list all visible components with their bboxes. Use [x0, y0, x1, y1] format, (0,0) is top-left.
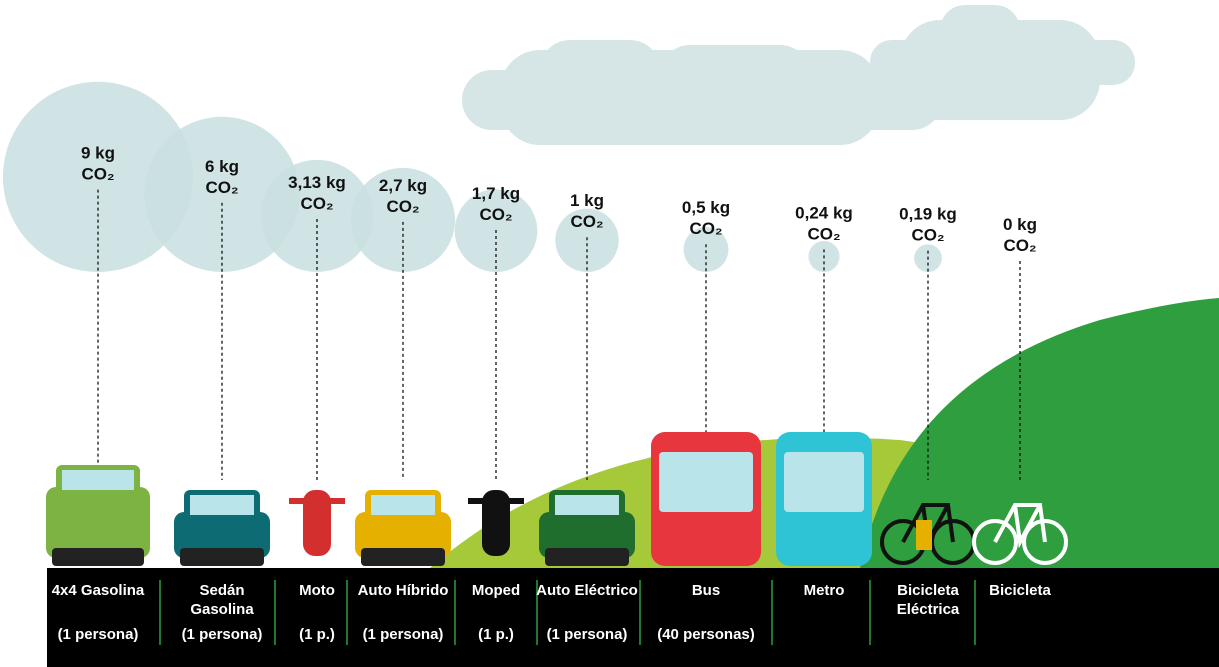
- clouds: [462, 5, 1135, 145]
- occupancy-label: (1 persona): [529, 625, 645, 644]
- wheels: [361, 548, 445, 566]
- window: [371, 495, 435, 515]
- window: [659, 452, 753, 512]
- unit-label: CO₂: [689, 219, 722, 238]
- unit-label: CO₂: [911, 226, 944, 245]
- window: [190, 495, 254, 515]
- vehicle-icon: [174, 490, 270, 566]
- wheels: [545, 548, 629, 566]
- window: [784, 452, 864, 512]
- vehicle-icon: [289, 490, 345, 556]
- category-name: Bicicleta: [968, 581, 1072, 600]
- value-label: 9 kg: [81, 144, 115, 163]
- unit-label: CO₂: [386, 197, 419, 216]
- body: [46, 487, 150, 558]
- category-name: Bus: [654, 581, 758, 600]
- wheels: [52, 548, 144, 566]
- value-label: 0,19 kg: [899, 205, 957, 224]
- hill-dark: [860, 298, 1219, 568]
- vehicle-icon: [355, 490, 451, 566]
- category-label: Auto Eléctrico(1 persona): [535, 581, 639, 651]
- category-name: Bicicleta Eléctrica: [876, 581, 980, 619]
- category-name: Auto Híbrido: [351, 581, 455, 600]
- window: [555, 495, 619, 515]
- occupancy-label: (1 persona): [40, 625, 156, 644]
- vehicle-icon: [651, 432, 761, 566]
- category-name: Metro: [772, 581, 876, 600]
- vehicle-icon: [539, 490, 635, 566]
- unit-label: CO₂: [81, 165, 114, 184]
- value-label: 1 kg: [570, 191, 604, 210]
- category-label: Metro: [772, 581, 876, 651]
- value-label: 0,5 kg: [682, 198, 730, 217]
- wheels: [180, 548, 264, 566]
- unit-label: CO₂: [479, 205, 512, 224]
- handlebar: [289, 498, 345, 504]
- category-name: Sedán Gasolina: [170, 581, 274, 619]
- category-name: 4x4 Gasolina: [46, 581, 150, 600]
- unit-label: CO₂: [1003, 236, 1036, 255]
- category-name: Auto Eléctrico: [535, 581, 639, 600]
- category-label: Bus(40 personas): [654, 581, 758, 651]
- infographic: 9 kg CO₂ 6 kg CO₂ 3,13 kg CO₂ 2,7 kg CO₂ 1,7 kg C…: [0, 0, 1219, 667]
- value-label: 2,7 kg: [379, 176, 427, 195]
- unit-label: CO₂: [205, 178, 238, 197]
- handlebar: [468, 498, 524, 504]
- category-label: 4x4 Gasolina(1 persona): [46, 581, 150, 651]
- category-label: Bicicleta: [968, 581, 1072, 651]
- value-label: 0,24 kg: [795, 203, 853, 222]
- battery: [916, 520, 932, 550]
- category-name: Moped: [444, 581, 548, 600]
- value-label: 0 kg: [1003, 215, 1037, 234]
- vehicle-icon: [776, 432, 872, 566]
- unit-label: CO₂: [570, 212, 603, 231]
- unit-label: CO₂: [300, 194, 333, 213]
- occupancy-label: (40 personas): [648, 625, 764, 644]
- chart: 9 kg CO₂ 6 kg CO₂ 3,13 kg CO₂ 2,7 kg CO₂ 1,7 kg C…: [0, 0, 1219, 667]
- category-label: Bicicleta Eléctrica: [876, 581, 980, 651]
- window: [62, 470, 134, 490]
- vehicle-icon: [46, 465, 150, 566]
- value-label: 6 kg: [205, 157, 239, 176]
- value-label: 1,7 kg: [472, 184, 520, 203]
- value-label: 3,13 kg: [288, 173, 346, 192]
- unit-label: CO₂: [807, 224, 840, 243]
